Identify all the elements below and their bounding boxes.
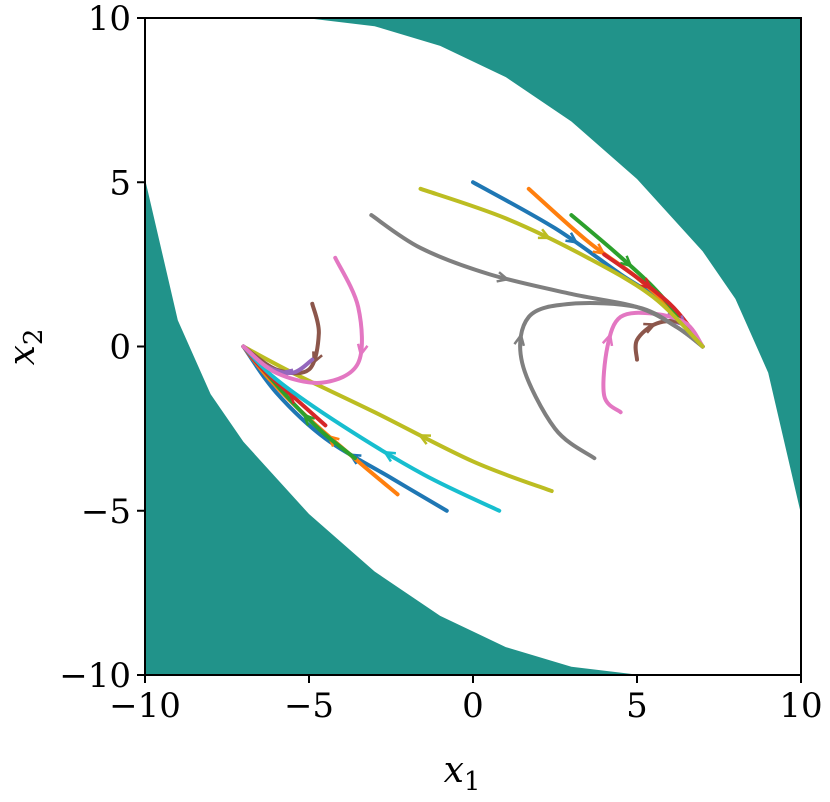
trajectory-19 (241, 255, 364, 385)
trajectory-9 (518, 301, 705, 461)
trajectory-layer (241, 180, 705, 513)
trajectory-7 (601, 310, 705, 415)
svg-text:x2: x2 (2, 329, 49, 366)
trajectory-11 (241, 344, 449, 513)
unsafe-region-upper-right (305, 18, 801, 515)
trajectory-16 (241, 344, 554, 494)
unsafe-region-layer (145, 18, 801, 675)
y-tick-label: −5 (81, 492, 131, 532)
x-tick-label: 5 (626, 686, 648, 726)
trajectory-17-direction-arrow (312, 351, 323, 365)
y-tick-label: 5 (109, 163, 131, 203)
trajectory-4-direction-arrow (639, 277, 653, 290)
trajectory-19-direction-arrow (356, 343, 369, 358)
x-axis-label: x1 (444, 750, 481, 797)
y-tick-label: −10 (59, 656, 131, 696)
x-tick-label: −5 (284, 686, 334, 726)
trajectory-15-direction-arrow (382, 450, 396, 463)
trajectory-8-direction-arrow (496, 271, 511, 283)
trajectory-9-direction-arrow (513, 332, 526, 347)
trajectory-1-direction-arrow (565, 232, 579, 245)
y-axis-label: x2 (2, 329, 49, 366)
svg-text:x1: x1 (444, 750, 481, 797)
trajectory-6-direction-arrow (643, 322, 657, 334)
tick-layer: −10 −5 0 5 10 −10 −5 0 5 10 (59, 0, 822, 726)
trajectory-3-direction-arrow (619, 255, 633, 268)
trajectory-10 (418, 186, 705, 349)
trajectory-7-direction-arrow (601, 332, 614, 347)
y-tick-label: 10 (88, 0, 131, 39)
trajectory-13-direction-arrow (302, 412, 316, 426)
x-tick-label: 10 (779, 686, 822, 726)
x-tick-label: −10 (109, 686, 181, 726)
y-tick-label: 0 (109, 328, 131, 368)
trajectory-16-direction-arrow (417, 434, 432, 445)
trajectory-15 (241, 344, 502, 513)
x-tick-label: 0 (462, 686, 484, 726)
unsafe-region-lower-left (145, 178, 641, 675)
trajectory-10-direction-arrow (537, 228, 552, 240)
